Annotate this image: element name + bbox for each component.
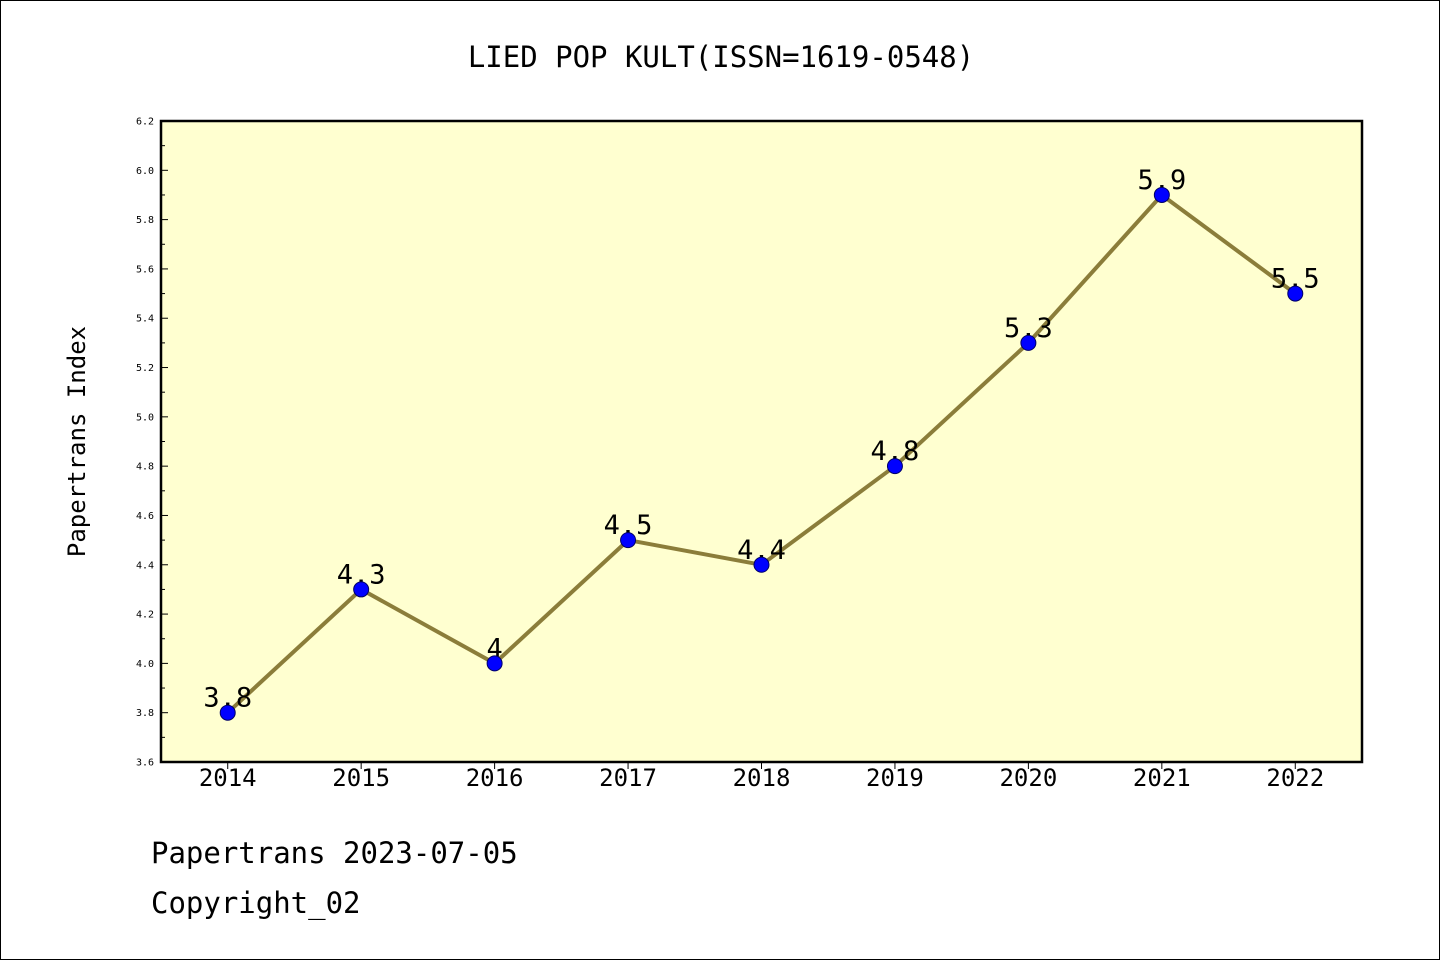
chart-title: LIED POP KULT(ISSN=1619-0548) (468, 40, 974, 74)
y-axis-label: Papertrans Index (63, 326, 91, 557)
plot-area (161, 121, 1362, 762)
x-tick-label: 2017 (599, 764, 657, 792)
x-tick-label: 2021 (1133, 764, 1191, 792)
y-tick-label: 5.8 (136, 215, 154, 226)
data-point (353, 581, 370, 598)
y-tick-label: 3.8 (136, 708, 154, 719)
y-tick-label: 4.2 (136, 610, 154, 621)
data-point (486, 655, 503, 672)
y-tick-label: 4.6 (136, 511, 154, 522)
y-tick-label: 5.4 (136, 314, 154, 325)
data-point (886, 458, 903, 475)
y-tick-label: 5.0 (136, 412, 154, 423)
x-tick-label: 2020 (999, 764, 1057, 792)
y-tick-label: 6.0 (136, 166, 154, 177)
y-tick-label: 6.2 (136, 117, 154, 128)
x-tick-label: 2016 (466, 764, 524, 792)
y-tick-label: 5.6 (136, 264, 154, 275)
x-tick-label: 2015 (332, 764, 390, 792)
x-tick-label: 2018 (733, 764, 791, 792)
data-point (753, 556, 770, 573)
y-tick-label: 4.0 (136, 659, 154, 670)
data-point (1287, 285, 1304, 302)
x-tick-label: 2014 (199, 764, 257, 792)
footer-copyright: Copyright_02 (151, 886, 361, 920)
data-point (620, 532, 637, 549)
data-point (219, 704, 236, 721)
plot-border (159, 119, 1364, 764)
y-tick-label: 4.4 (136, 560, 154, 571)
x-tick-label: 2022 (1266, 764, 1324, 792)
data-point (1153, 186, 1170, 203)
y-tick-label: 5.2 (136, 363, 154, 374)
y-tick-label: 4.8 (136, 462, 154, 473)
x-tick-label: 2019 (866, 764, 924, 792)
data-point (1020, 334, 1037, 351)
y-tick-label: 3.6 (136, 758, 154, 769)
footer-date: Papertrans 2023-07-05 (151, 836, 518, 870)
